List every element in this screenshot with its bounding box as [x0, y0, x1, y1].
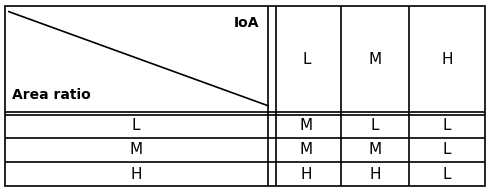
Text: H: H [130, 167, 142, 182]
Text: IoA: IoA [234, 16, 260, 29]
Text: M: M [130, 142, 143, 157]
Text: L: L [443, 142, 451, 157]
Text: M: M [300, 118, 313, 133]
Text: L: L [443, 118, 451, 133]
Text: Area ratio: Area ratio [12, 88, 91, 102]
Text: H: H [369, 167, 381, 182]
Text: M: M [368, 142, 381, 157]
Text: L: L [370, 118, 379, 133]
Text: M: M [368, 52, 381, 67]
Text: H: H [300, 167, 312, 182]
Text: L: L [132, 118, 141, 133]
Text: H: H [441, 52, 453, 67]
Text: L: L [302, 52, 311, 67]
Text: M: M [300, 142, 313, 157]
Text: L: L [443, 167, 451, 182]
